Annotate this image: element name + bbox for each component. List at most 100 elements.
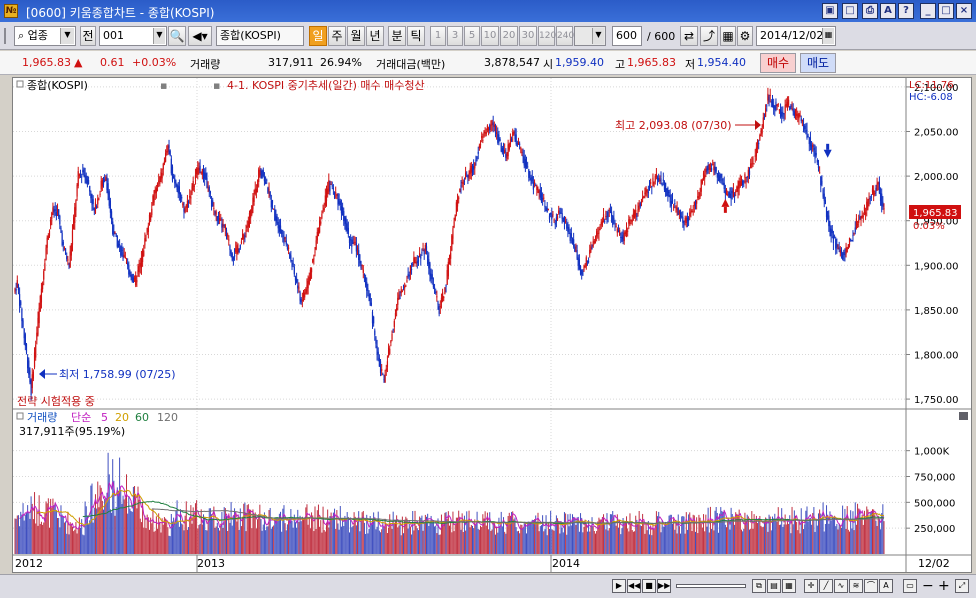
minute-3[interactable]: 3: [447, 26, 463, 46]
candle-body: [174, 178, 176, 184]
settings-icon[interactable]: ⚙: [737, 26, 753, 46]
candle-body: [842, 253, 844, 260]
candle-body: [236, 245, 238, 254]
screen-icon[interactable]: ▭: [903, 579, 917, 593]
chevron-down-icon[interactable]: ▼: [592, 28, 604, 44]
link-icon[interactable]: ▣: [822, 3, 838, 19]
legend-settings-icon-2[interactable]: ▪: [213, 79, 220, 92]
tab-yearly[interactable]: 년: [366, 26, 384, 46]
candle-body: [653, 182, 655, 184]
candle-body: [656, 177, 659, 180]
font-icon[interactable]: A: [880, 3, 896, 19]
candle-body: [38, 307, 40, 324]
close-icon[interactable]: ×: [956, 3, 972, 19]
minute-1[interactable]: 1: [430, 26, 446, 46]
prev-button[interactable]: 전: [80, 26, 96, 46]
tab-monthly[interactable]: 월: [347, 26, 365, 46]
minute-120[interactable]: 120: [538, 26, 556, 46]
candle-body: [517, 142, 520, 145]
candle-body: [217, 215, 220, 218]
code-input[interactable]: 001 ▼: [99, 26, 167, 46]
chart-svg[interactable]: 2,100.00 2,050.00 2,000.00 1,950.00 1,900.00…: [13, 78, 971, 572]
window-list-icon[interactable]: □: [842, 3, 858, 19]
legend-settings-icon[interactable]: ▪: [160, 79, 167, 92]
candle-body: [15, 289, 17, 291]
tab-minute[interactable]: 분: [388, 26, 406, 46]
minute-10[interactable]: 10: [481, 26, 499, 46]
minute-5[interactable]: 5: [464, 26, 480, 46]
candle-body: [485, 132, 487, 135]
zoom-tool-icon[interactable]: ⧉: [752, 579, 766, 593]
zoom-in-icon[interactable]: +: [938, 578, 950, 594]
layout-icon[interactable]: ▤: [767, 579, 781, 593]
candle-body: [527, 166, 529, 168]
custom-minute-input[interactable]: ▼: [574, 26, 606, 46]
trend-tool-icon[interactable]: ⤴: [700, 26, 718, 46]
tab-daily[interactable]: 일: [309, 26, 327, 46]
candle-body: [852, 235, 854, 237]
minute-20[interactable]: 20: [500, 26, 518, 46]
candle-body: [155, 187, 157, 193]
fib-tool-icon[interactable]: ≋: [849, 579, 863, 593]
candle-body: [667, 188, 669, 196]
candle-body: [555, 217, 558, 223]
candle-body: [62, 241, 64, 245]
tab-weekly[interactable]: 주: [328, 26, 346, 46]
candle-body: [878, 182, 881, 194]
stop-icon[interactable]: ■: [642, 579, 656, 593]
candle-body: [35, 344, 37, 358]
sell-button[interactable]: 매도: [800, 53, 836, 73]
candle-body: [445, 284, 447, 287]
scroll-slider[interactable]: [676, 584, 746, 588]
candle-body: [305, 289, 307, 294]
shift-arrows-icon[interactable]: ⇄: [680, 26, 698, 46]
candle-body: [827, 211, 829, 219]
chart-area[interactable]: 2,100.00 2,050.00 2,000.00 1,950.00 1,900.00…: [12, 77, 972, 573]
rewind-icon[interactable]: ◀◀: [627, 579, 641, 593]
main-tag[interactable]: 종합(KOSPI): [27, 79, 88, 92]
text-tool-icon[interactable]: A: [879, 579, 893, 593]
candle-body: [548, 215, 551, 220]
search-icon[interactable]: 🔍: [168, 26, 186, 46]
grid-icon[interactable]: ▦: [782, 579, 796, 593]
save-icon[interactable]: ▦: [720, 26, 736, 46]
candle-body: [47, 235, 49, 240]
expand-icon[interactable]: ⤢: [955, 579, 969, 593]
minimize-icon[interactable]: _: [920, 3, 936, 19]
play-icon[interactable]: ▶: [612, 579, 626, 593]
candle-body: [422, 248, 424, 250]
candle-body: [21, 308, 23, 322]
minute-30[interactable]: 30: [519, 26, 537, 46]
price-grid: [13, 78, 906, 555]
candle-body: [484, 131, 486, 133]
speaker-icon[interactable]: ◀▾: [188, 26, 212, 46]
wave-tool-icon[interactable]: ∿: [834, 579, 848, 593]
chevron-down-icon[interactable]: ▼: [153, 28, 165, 44]
volume-legend-title[interactable]: 거래량: [27, 411, 57, 424]
market-select[interactable]: ⌕ 업종 ▼: [14, 26, 76, 46]
candle-body: [78, 174, 80, 176]
calendar-icon[interactable]: ▦: [822, 28, 834, 44]
candle-body: [302, 292, 305, 298]
candle-body: [214, 211, 216, 213]
candle-body: [808, 137, 810, 145]
strategy-label[interactable]: 4-1. KOSPI 중기추세(일간) 매수 매수청산: [227, 78, 425, 92]
line-tool-icon[interactable]: ╱: [819, 579, 833, 593]
print-icon[interactable]: ⎙: [862, 3, 878, 19]
curve-tool-icon[interactable]: ⌒: [864, 579, 878, 593]
candle-body: [386, 361, 389, 368]
chevron-down-icon[interactable]: ▼: [60, 28, 74, 44]
zoom-out-icon[interactable]: −: [922, 578, 934, 594]
date-input[interactable]: 2014/12/02 ▦: [756, 26, 836, 46]
tab-tick[interactable]: 틱: [407, 26, 425, 46]
count-input[interactable]: 600: [612, 26, 642, 46]
candle-body: [550, 212, 552, 215]
help-icon[interactable]: ?: [898, 3, 914, 19]
buy-button[interactable]: 매수: [760, 53, 796, 73]
forward-icon[interactable]: ▶▶: [657, 579, 671, 593]
minute-240[interactable]: 240: [556, 26, 574, 46]
close-pane-icon[interactable]: [959, 412, 968, 420]
maximize-icon[interactable]: □: [938, 3, 954, 19]
crosshair-icon[interactable]: ✛: [804, 579, 818, 593]
candle-body: [81, 176, 83, 178]
